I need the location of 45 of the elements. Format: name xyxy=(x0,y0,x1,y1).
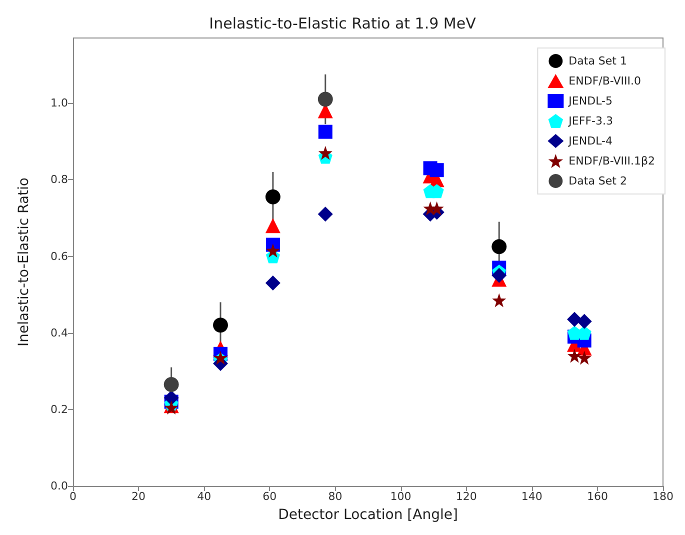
point xyxy=(213,318,228,333)
x-tick-label: 100 xyxy=(390,490,412,503)
y-tick-label: 0.0 xyxy=(50,480,68,492)
chart-title: Inelastic-to-Elastic Ratio at 1.9 MeV xyxy=(209,14,477,32)
point xyxy=(164,390,179,406)
point xyxy=(318,146,332,160)
x-tick-label: 180 xyxy=(652,490,674,503)
legend-label: JENDL-5 xyxy=(568,94,612,108)
y-tick-label: 0.6 xyxy=(50,250,68,263)
point xyxy=(266,244,280,258)
legend-label: JEFF-3.3 xyxy=(568,114,613,128)
point xyxy=(265,189,280,204)
point xyxy=(577,350,592,365)
x-tick-label: 160 xyxy=(586,490,608,503)
point xyxy=(492,293,506,308)
y-tick-label: 0.4 xyxy=(50,326,68,340)
y-tick-label: 0.2 xyxy=(50,402,68,416)
point xyxy=(430,163,444,178)
y-axis-title: Inelastic-to-Elastic Ratio xyxy=(16,178,32,346)
point xyxy=(265,218,280,234)
legend-label: Data Set 2 xyxy=(568,174,628,188)
point xyxy=(492,268,507,283)
x-tick-label: 20 xyxy=(132,490,146,503)
x-tick-label: 40 xyxy=(197,490,212,503)
x-tick-label: 80 xyxy=(328,490,342,503)
point xyxy=(576,314,592,329)
y-tick-label: 0.8 xyxy=(50,173,68,186)
legend-label: ENDF/B-VIII.1β2 xyxy=(568,154,656,168)
x-tick-label: 140 xyxy=(521,490,542,503)
legend-label: ENDF/B-VIII.0 xyxy=(568,74,641,88)
x-axis-title: Detector Location [Angle] xyxy=(278,507,458,523)
point xyxy=(492,239,507,254)
point xyxy=(318,206,333,222)
point xyxy=(164,377,179,392)
point xyxy=(318,92,333,107)
legend-label: Data Set 1 xyxy=(568,54,628,68)
x-tick-label: 0 xyxy=(70,490,76,503)
legend-label: JENDL-4 xyxy=(568,134,612,148)
x-tick-label: 60 xyxy=(262,490,277,503)
point xyxy=(567,312,582,327)
point xyxy=(265,276,280,291)
point xyxy=(318,124,332,139)
point xyxy=(568,348,582,363)
y-tick-label: 1.0 xyxy=(50,96,68,110)
x-tick-label: 120 xyxy=(456,490,477,503)
